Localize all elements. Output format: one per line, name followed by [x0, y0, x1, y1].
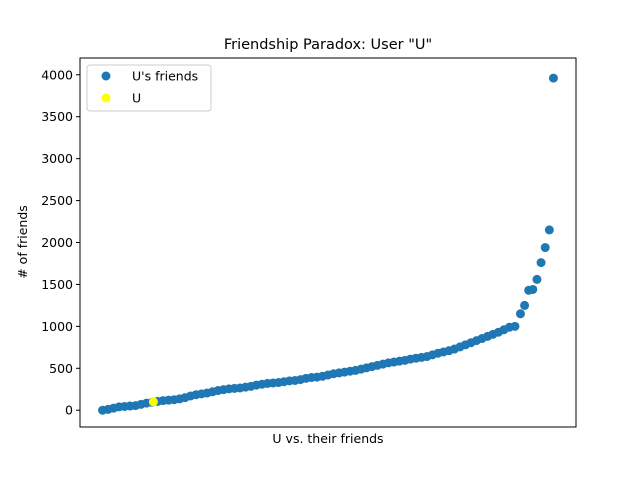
friend-point	[510, 321, 520, 331]
friend-point	[548, 73, 558, 83]
friend-point	[528, 284, 538, 294]
friend-point	[520, 300, 530, 310]
x-axis-label: U vs. their friends	[272, 431, 383, 446]
y-tick-label: 3000	[41, 151, 73, 166]
y-tick-label: 500	[49, 361, 73, 376]
legend-box	[86, 64, 212, 112]
legend-marker-u	[101, 93, 111, 103]
y-tick-label: 1500	[41, 277, 73, 292]
friend-point	[515, 309, 525, 319]
data-points	[98, 73, 558, 415]
friend-point	[536, 258, 546, 268]
legend: U's friends U	[86, 64, 212, 112]
friend-point	[544, 225, 554, 235]
y-tick-label: 3500	[41, 109, 73, 124]
legend-label-u: U	[132, 91, 141, 106]
y-axis-label: # of friends	[15, 205, 30, 279]
y-axis-ticks: 0 500 1000 1500 2000 2500 3000 3500 4000	[41, 67, 80, 418]
plot-frame	[79, 57, 577, 428]
chart-title: Friendship Paradox: User "U"	[224, 37, 432, 53]
y-tick-label: 2500	[41, 193, 73, 208]
legend-label-friends: U's friends	[132, 69, 198, 84]
legend-marker-friends	[101, 71, 111, 81]
y-tick-label: 0	[65, 403, 73, 418]
y-tick-label: 1000	[41, 319, 73, 334]
friend-point	[532, 274, 542, 284]
y-tick-label: 2000	[41, 235, 73, 250]
y-tick-label: 4000	[41, 67, 73, 82]
friend-point	[540, 243, 550, 253]
user-u-point	[148, 397, 158, 407]
